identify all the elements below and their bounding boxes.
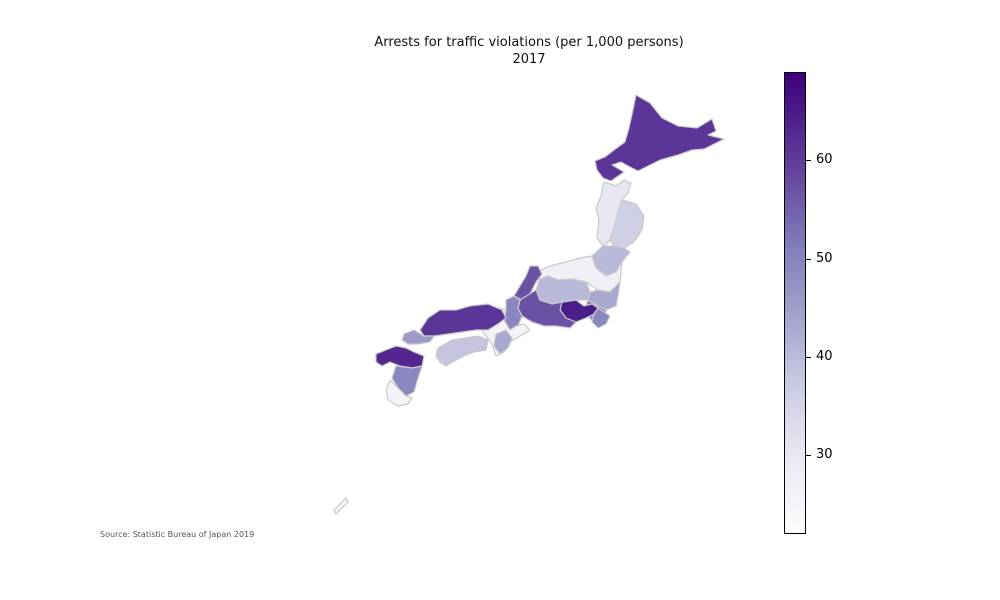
colorbar-tick-60 xyxy=(806,160,811,162)
title-line-1: Arrests for traffic violations (per 1,00… xyxy=(374,35,684,50)
region-hokkaido xyxy=(594,94,725,182)
region-shikoku xyxy=(435,335,489,367)
region-chiba xyxy=(591,307,611,329)
colorbar: 30 40 50 60 xyxy=(784,72,844,536)
colorbar-tick-label: 60 xyxy=(816,152,833,168)
region-chubu-south xyxy=(517,289,577,329)
region-kyushu-mid xyxy=(391,365,423,397)
region-chugoku xyxy=(419,303,507,337)
colorbar-tick-label: 40 xyxy=(816,349,833,365)
colorbar-tick-label: 30 xyxy=(816,447,833,463)
colorbar-tick-label: 50 xyxy=(816,250,833,266)
region-kyushu-south xyxy=(385,379,413,407)
colorbar-tick-40 xyxy=(806,357,811,359)
region-kyushu-north xyxy=(375,345,425,369)
region-kii xyxy=(493,329,513,355)
colorbar-tick-50 xyxy=(806,258,811,260)
source-note: Source: Statistic Bureau of Japan 2019 xyxy=(100,530,255,539)
title-line-2: 2017 xyxy=(512,52,546,67)
colorbar-tick-30 xyxy=(806,455,811,457)
region-chugoku-west xyxy=(401,329,435,345)
region-okinawa xyxy=(333,497,349,515)
chart-title: Arrests for traffic violations (per 1,00… xyxy=(0,34,1000,68)
colorbar-gradient xyxy=(784,72,806,534)
